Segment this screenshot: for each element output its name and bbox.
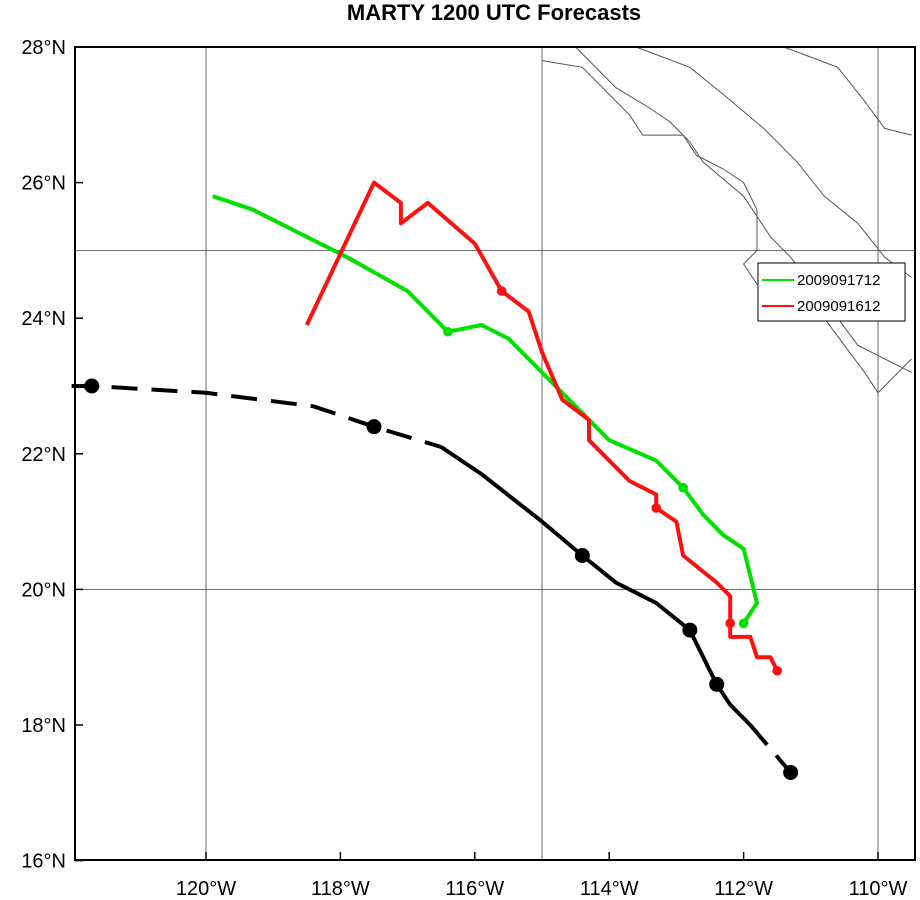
- map-frame: [74, 46, 916, 861]
- coastlines: [541, 46, 912, 394]
- best-track-marker: [783, 764, 799, 780]
- lat-tick-label: 28°N: [21, 37, 66, 59]
- lon-tick-label: 118°W: [311, 878, 370, 900]
- forecast-marker-2009091712: [678, 482, 688, 493]
- map-title: MARTY 1200 UTC Forecasts: [347, 0, 641, 25]
- best-track-marker: [574, 548, 590, 563]
- coastline: [635, 46, 912, 278]
- lon-tick-label: 116°W: [445, 878, 504, 900]
- forecast-track-2009091712: [212, 194, 759, 625]
- lat-tick-label: 22°N: [21, 444, 66, 466]
- lat-tick-label: 24°N: [21, 308, 66, 330]
- forecast-marker-2009091612: [772, 665, 782, 676]
- lon-tick-label: 120°W: [176, 878, 236, 900]
- lon-tick-label: 110°W: [849, 878, 908, 900]
- grid-lines: [75, 47, 915, 860]
- best-track-marker: [366, 419, 382, 435]
- best-track-dashed-end: [748, 723, 793, 774]
- best-track-marker: [682, 622, 698, 638]
- coastline: [541, 60, 912, 394]
- legend: 2009091712 2009091612: [757, 262, 906, 322]
- forecast-marker-2009091612: [725, 618, 735, 629]
- lat-tick-label: 20°N: [21, 579, 66, 601]
- lat-tick-label: 18°N: [21, 715, 66, 737]
- lat-tick-label: 16°N: [21, 851, 66, 873]
- best-track-line: [440, 445, 752, 727]
- best-track-dashed-start: [71, 384, 442, 449]
- best-track-marker: [84, 378, 100, 394]
- lat-tick-label: 26°N: [21, 173, 66, 195]
- lon-tick-label: 112°W: [714, 878, 773, 900]
- forecast-marker-2009091712: [738, 618, 749, 629]
- forecast-marker-2009091712: [443, 326, 453, 337]
- axis-ticks: 28°N 26°N 24°N 22°N 20°N 18°N 16°N 120°W 118°W 11…: [21, 37, 907, 900]
- coastline: [783, 46, 912, 136]
- legend-label: 2009091712: [797, 272, 880, 289]
- legend-box: [757, 262, 906, 322]
- forecast-marker-2009091612: [651, 503, 662, 513]
- forecast-track-2009091612: [304, 180, 779, 672]
- best-track-marker: [709, 676, 725, 692]
- coastline: [575, 46, 912, 373]
- forecast-marker-2009091612: [496, 286, 507, 296]
- legend-label: 2009091612: [797, 298, 880, 315]
- lon-tick-label: 114°W: [580, 878, 639, 900]
- tracks: [71, 180, 799, 780]
